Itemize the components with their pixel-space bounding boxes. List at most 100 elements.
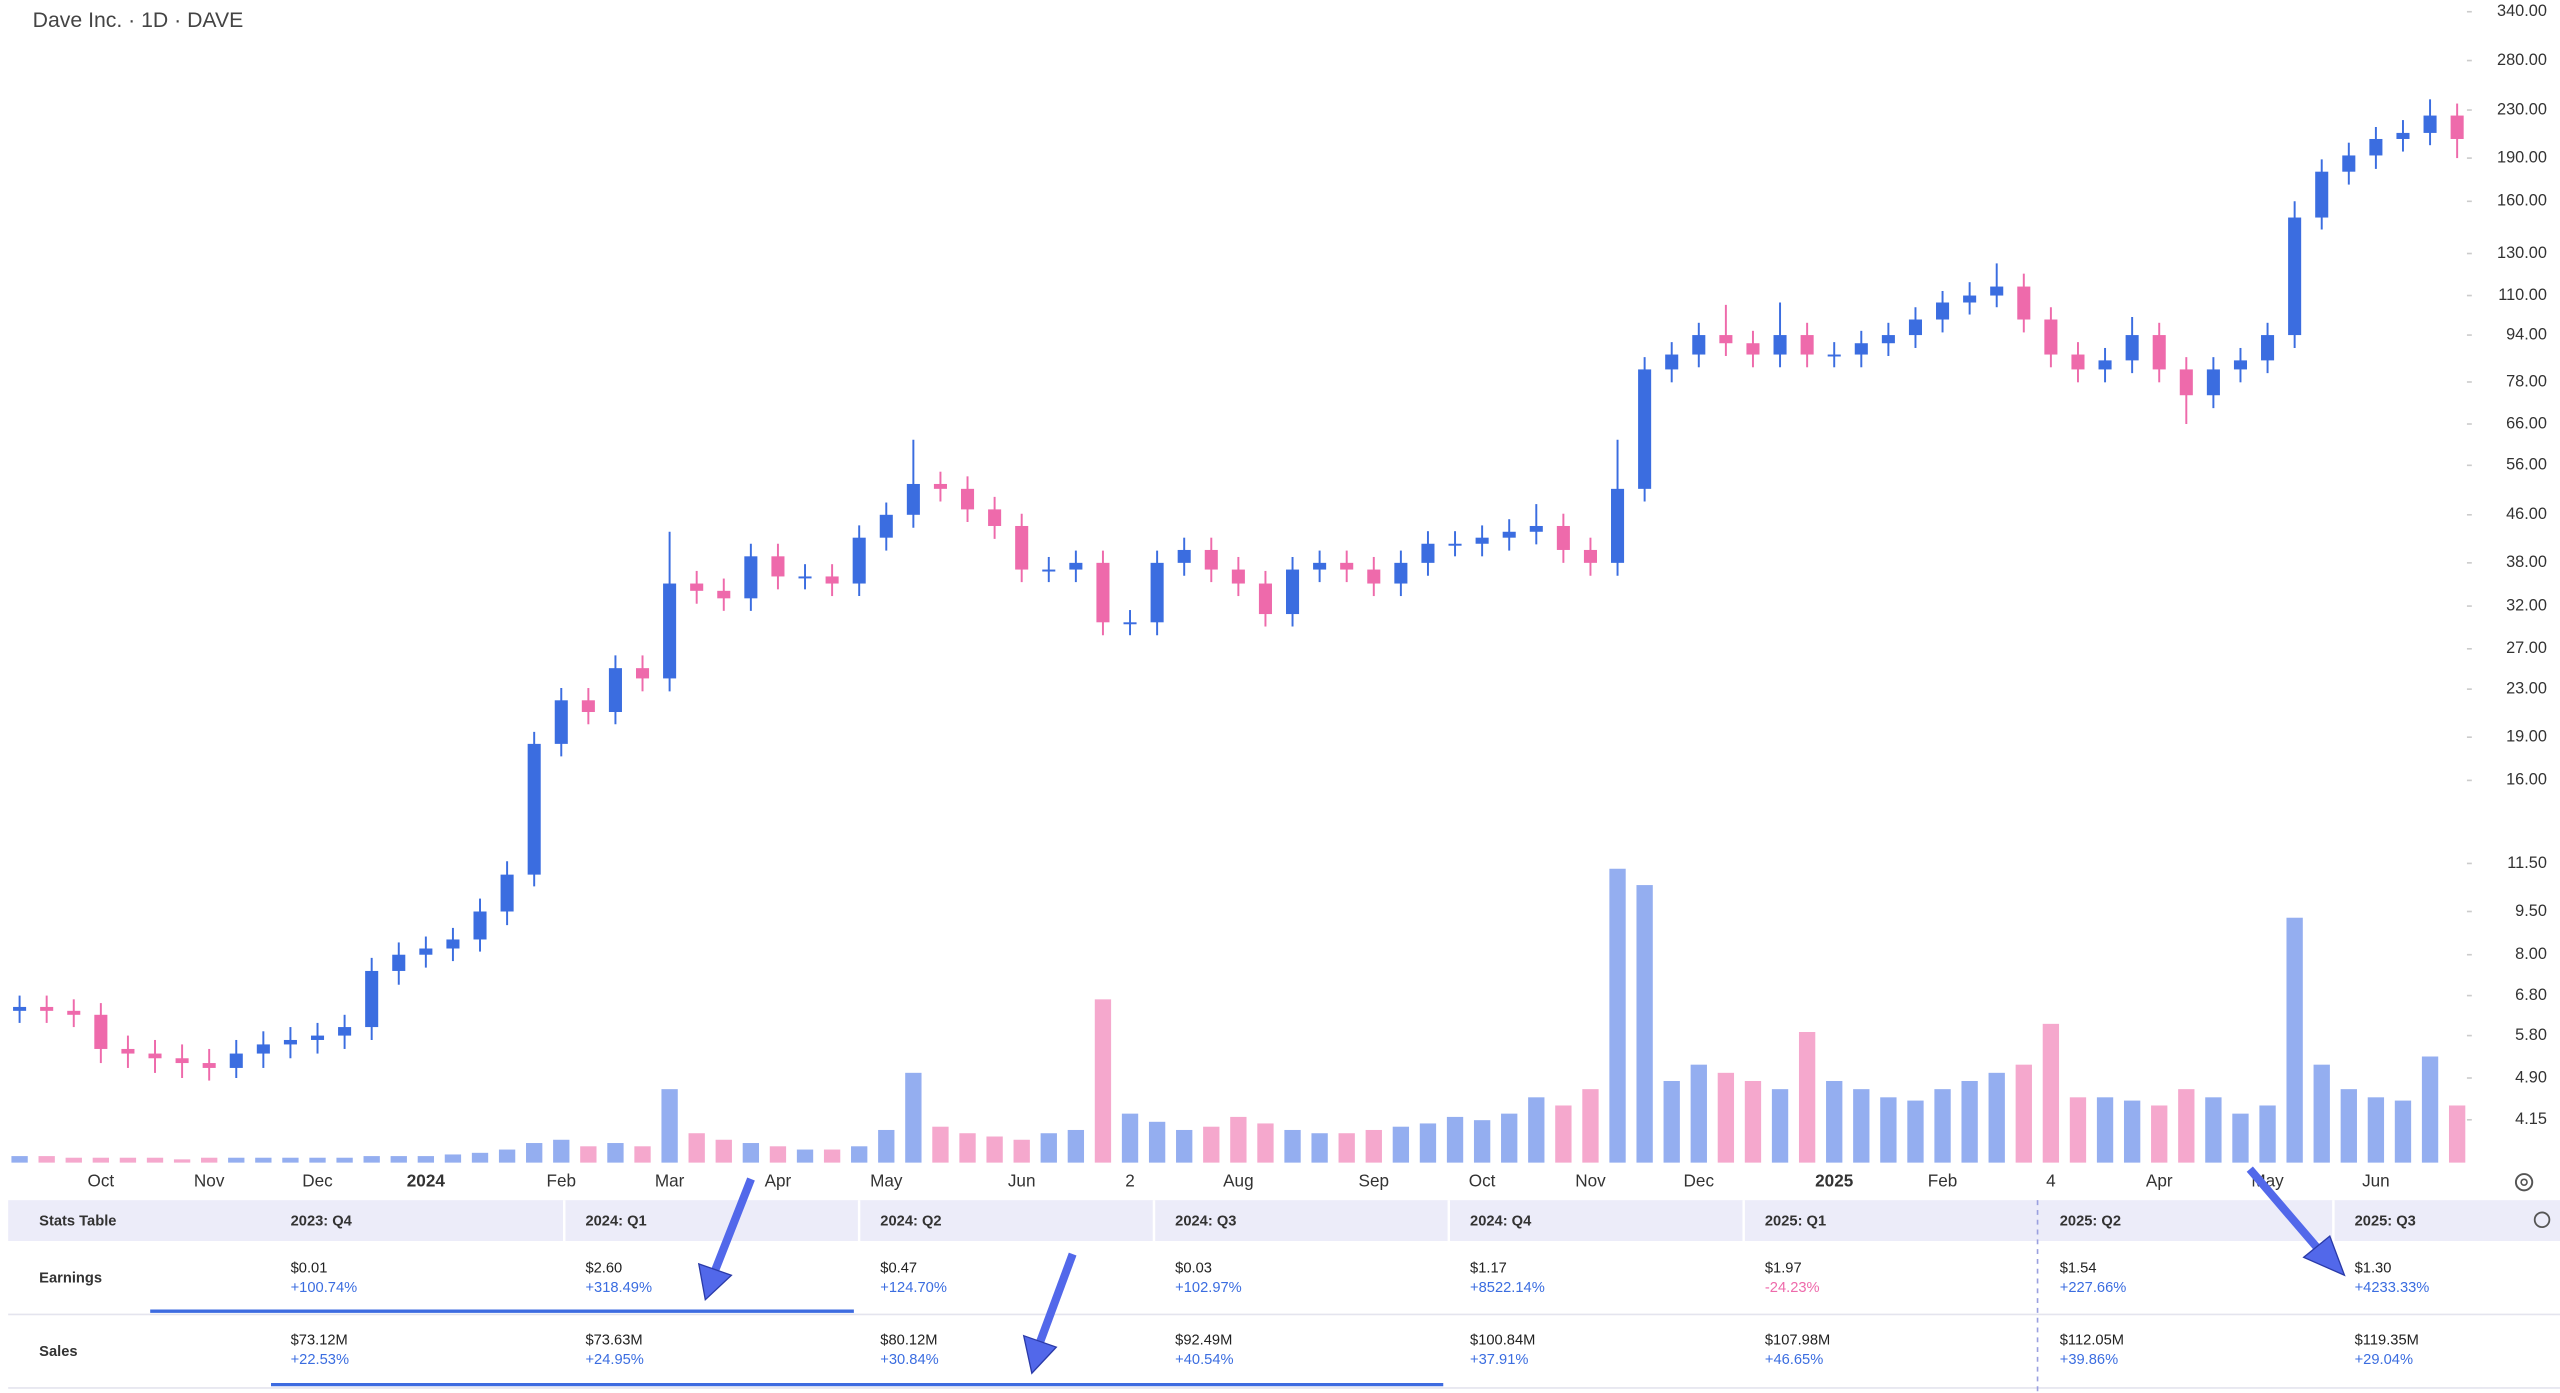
x-tick-label: Jun bbox=[2362, 1171, 2390, 1191]
candle-body bbox=[2369, 138, 2383, 156]
x-tick-label: 2025 bbox=[1815, 1171, 1854, 1191]
earnings-value: $1.30 bbox=[2355, 1261, 2392, 1277]
sales-change: +22.53% bbox=[291, 1352, 349, 1368]
earnings-value: $1.97 bbox=[1765, 1261, 1802, 1277]
x-tick-label: Apr bbox=[2146, 1171, 2173, 1191]
y-tick-label: 8.00 bbox=[2515, 945, 2547, 963]
volume-bar bbox=[2205, 1097, 2222, 1163]
candle-body bbox=[852, 537, 866, 584]
volume-bar bbox=[336, 1157, 353, 1163]
x-tick-label: Dec bbox=[1684, 1171, 1715, 1191]
x-tick-label: Mar bbox=[655, 1171, 685, 1191]
x-tick-label: Sep bbox=[1359, 1171, 1389, 1191]
volume-bar bbox=[526, 1143, 543, 1163]
candle-body bbox=[2423, 115, 2437, 133]
volume-bar bbox=[1284, 1129, 1301, 1163]
earnings-value: $0.03 bbox=[1175, 1261, 1212, 1277]
earnings-value: $0.01 bbox=[291, 1261, 328, 1277]
candle-body bbox=[608, 668, 622, 713]
sales-value: $112.05M bbox=[2060, 1332, 2124, 1348]
volume-bar bbox=[1582, 1089, 1599, 1163]
volume-bar bbox=[1365, 1129, 1382, 1163]
x-tick-label: Feb bbox=[1928, 1171, 1958, 1191]
volume-bar bbox=[2123, 1100, 2141, 1163]
volume-bar bbox=[1338, 1133, 1355, 1163]
candle-body bbox=[1800, 335, 1814, 355]
arrow bbox=[2246, 1166, 2346, 1277]
volume-bar bbox=[742, 1143, 760, 1163]
candle-body bbox=[148, 1053, 162, 1059]
volume-bar bbox=[228, 1157, 245, 1163]
annotations bbox=[150, 1166, 2346, 1387]
volume-bar bbox=[1934, 1089, 1951, 1163]
earnings-value: $2.60 bbox=[585, 1261, 622, 1277]
candle-body bbox=[1015, 525, 1029, 570]
y-tick-label: 4.90 bbox=[2515, 1068, 2547, 1086]
volume-bar bbox=[1501, 1113, 1518, 1163]
sales-change: +46.65% bbox=[1765, 1352, 1823, 1368]
candle-body bbox=[1313, 562, 1327, 570]
candle-body bbox=[13, 1006, 27, 1011]
candle-body bbox=[879, 514, 893, 538]
x-tick-label: Jun bbox=[1008, 1171, 1036, 1191]
volume-bar bbox=[2421, 1056, 2439, 1163]
candle-body bbox=[2261, 335, 2275, 361]
candle-body bbox=[1123, 622, 1137, 625]
volume-bar bbox=[201, 1157, 218, 1163]
y-tick-label: 9.50 bbox=[2515, 902, 2547, 920]
candle-body bbox=[392, 954, 406, 971]
volume-bar bbox=[1148, 1121, 1166, 1163]
volume-bar bbox=[309, 1157, 326, 1163]
volume-bar bbox=[634, 1146, 651, 1163]
earnings-change: +100.74% bbox=[291, 1280, 358, 1296]
earnings-change: -24.23% bbox=[1765, 1280, 1820, 1296]
table-settings[interactable] bbox=[2533, 1211, 2551, 1229]
volume-bar bbox=[905, 1072, 922, 1163]
volume-bar bbox=[1176, 1129, 1193, 1163]
candle-body bbox=[419, 948, 433, 955]
candle-body bbox=[1881, 335, 1895, 344]
volume-bar bbox=[1907, 1100, 1924, 1163]
quarter-header: 2023: Q4 bbox=[291, 1213, 353, 1229]
candle-body bbox=[2125, 335, 2139, 361]
candle-body bbox=[1990, 286, 2004, 296]
candle-body bbox=[1475, 537, 1489, 544]
earnings-change: +124.70% bbox=[880, 1280, 947, 1296]
volume-bar bbox=[878, 1129, 895, 1163]
gear-center bbox=[2520, 1178, 2528, 1186]
axes: 340.00 280.00 230.00 190.00 160.00 130.00 110.… bbox=[88, 2, 2547, 1191]
volume-bar bbox=[959, 1133, 976, 1163]
volume-bar bbox=[986, 1136, 1003, 1163]
candle-body bbox=[717, 590, 731, 599]
volume-layer bbox=[11, 868, 2466, 1163]
settings-icon[interactable] bbox=[2514, 1173, 2534, 1192]
x-tick-label: Oct bbox=[1469, 1171, 1496, 1191]
volume-bar bbox=[2096, 1097, 2114, 1163]
sales-change: +39.86% bbox=[2060, 1352, 2118, 1368]
candle-body bbox=[1854, 343, 1868, 355]
candle-body bbox=[771, 556, 785, 577]
volume-bar bbox=[1880, 1097, 1897, 1163]
quarter-header: 2024: Q2 bbox=[880, 1213, 941, 1229]
gear[interactable] bbox=[2514, 1173, 2534, 1192]
volume-bar bbox=[1257, 1123, 1274, 1163]
candle-body bbox=[933, 483, 947, 489]
sales-change: +40.54% bbox=[1175, 1352, 1233, 1368]
candle-body bbox=[40, 1006, 54, 1011]
volume-bar bbox=[2340, 1089, 2357, 1163]
volume-bar bbox=[1609, 868, 1626, 1163]
y-tick-label: 56.00 bbox=[2506, 456, 2547, 474]
volume-bar bbox=[498, 1149, 516, 1163]
volume-bar bbox=[1094, 999, 1112, 1163]
volume-bar bbox=[2015, 1064, 2032, 1163]
y-tick-label: 130.00 bbox=[2497, 244, 2547, 262]
candle-body bbox=[2179, 369, 2193, 396]
chart-title: Dave Inc. · 1D · DAVE bbox=[33, 9, 244, 32]
candle-body bbox=[2315, 171, 2329, 218]
volume-bar bbox=[1013, 1139, 1030, 1163]
candle-body bbox=[202, 1063, 216, 1068]
x-tick-label: Feb bbox=[547, 1171, 577, 1191]
candle-body bbox=[365, 970, 379, 1028]
volume-bar bbox=[796, 1149, 814, 1163]
arrow-shaft bbox=[1036, 1252, 1077, 1344]
